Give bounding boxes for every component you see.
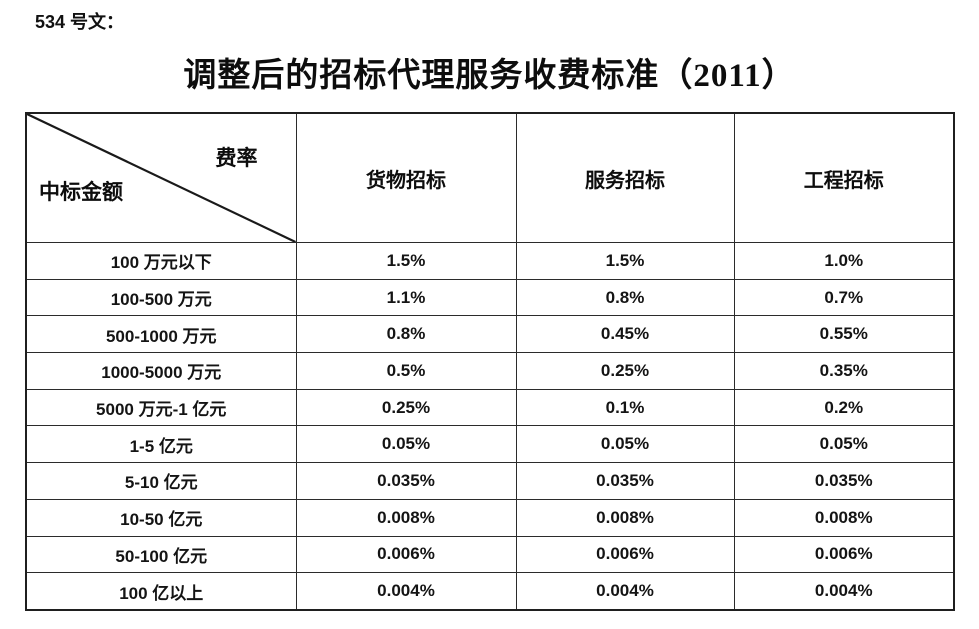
table-row: 100 万元以下 1.5% 1.5% 1.0% [25,242,955,280]
table-row: 5-10 亿元 0.035% 0.035% 0.035% [25,462,955,500]
rate-cell: 0.25% [515,352,735,390]
rate-cell: 0.05% [733,425,955,464]
rate-cell: 0.035% [515,462,735,500]
row-label: 1000-5000 万元 [25,352,297,390]
rate-cell: 0.8% [295,315,517,354]
row-label: 5-10 亿元 [25,462,297,500]
rate-cell: 0.006% [733,535,955,574]
rate-cell: 0.7% [733,278,955,317]
row-label: 100 万元以下 [25,242,297,280]
rate-cell: 0.5% [295,352,517,390]
column-header-services: 服务招标 [515,112,735,243]
row-label: 100 亿以上 [25,572,297,611]
rate-cell: 0.008% [733,498,955,537]
rate-cell: 1.1% [295,278,517,317]
table-row: 500-1000 万元 0.8% 0.45% 0.55% [25,315,955,354]
row-label: 1-5 亿元 [25,425,297,464]
doc-ref-label: 534 号文： [35,12,125,32]
row-label: 10-50 亿元 [25,498,297,537]
rate-cell: 0.004% [733,572,955,611]
table-row: 5000 万元-1 亿元 0.25% 0.1% 0.2% [25,388,955,427]
rate-cell: 0.035% [295,462,517,500]
rate-cell: 0.006% [515,535,735,574]
row-label: 5000 万元-1 亿元 [25,388,297,427]
rate-cell: 0.2% [733,388,955,427]
rate-cell: 0.004% [515,572,735,611]
rate-cell: 0.004% [295,572,517,611]
rate-cell: 0.35% [733,352,955,390]
rate-cell: 0.006% [295,535,517,574]
rate-cell: 1.0% [733,242,955,280]
fee-table: 费率 中标金额 货物招标 服务招标 工程招标 100 万元以下 1.5% 1.5% 1… [25,112,955,611]
fee-table-body: 100 万元以下 1.5% 1.5% 1.0% 100-500 万元 1.1% 0.8% 0.… [25,242,955,611]
rate-cell: 0.45% [515,315,735,354]
table-row: 50-100 亿元 0.006% 0.006% 0.006% [25,535,955,574]
rate-cell: 0.035% [733,462,955,500]
row-label: 500-1000 万元 [25,315,297,354]
header-row: 费率 中标金额 货物招标 服务招标 工程招标 [25,112,955,243]
row-label: 50-100 亿元 [25,535,297,574]
rate-cell: 0.008% [515,498,735,537]
rate-cell: 0.05% [295,425,517,464]
rate-cell: 0.05% [515,425,735,464]
row-label: 100-500 万元 [25,278,297,317]
rate-cell: 0.1% [515,388,735,427]
corner-label-rate: 费率 [215,146,258,170]
rate-cell: 0.55% [733,315,955,354]
rate-cell: 1.5% [295,242,517,280]
table-row: 1-5 亿元 0.05% 0.05% 0.05% [25,425,955,464]
corner-header-cell: 费率 中标金额 [25,112,297,243]
corner-label-amount: 中标金额 [39,180,123,204]
rate-cell: 0.8% [515,278,735,317]
rate-cell: 1.5% [515,242,735,280]
diagonal-divider-line [27,114,295,242]
table-row: 100-500 万元 1.1% 0.8% 0.7% [25,278,955,317]
column-header-goods: 货物招标 [295,112,517,243]
rate-cell: 0.008% [295,498,517,537]
table-row: 100 亿以上 0.004% 0.004% 0.004% [25,572,955,611]
page-title: 调整后的招标代理服务收费标准（2011） [183,58,796,94]
column-header-works: 工程招标 [733,112,955,243]
rate-cell: 0.25% [295,388,517,427]
table-row: 10-50 亿元 0.008% 0.008% 0.008% [25,498,955,537]
table-row: 1000-5000 万元 0.5% 0.25% 0.35% [25,352,955,390]
